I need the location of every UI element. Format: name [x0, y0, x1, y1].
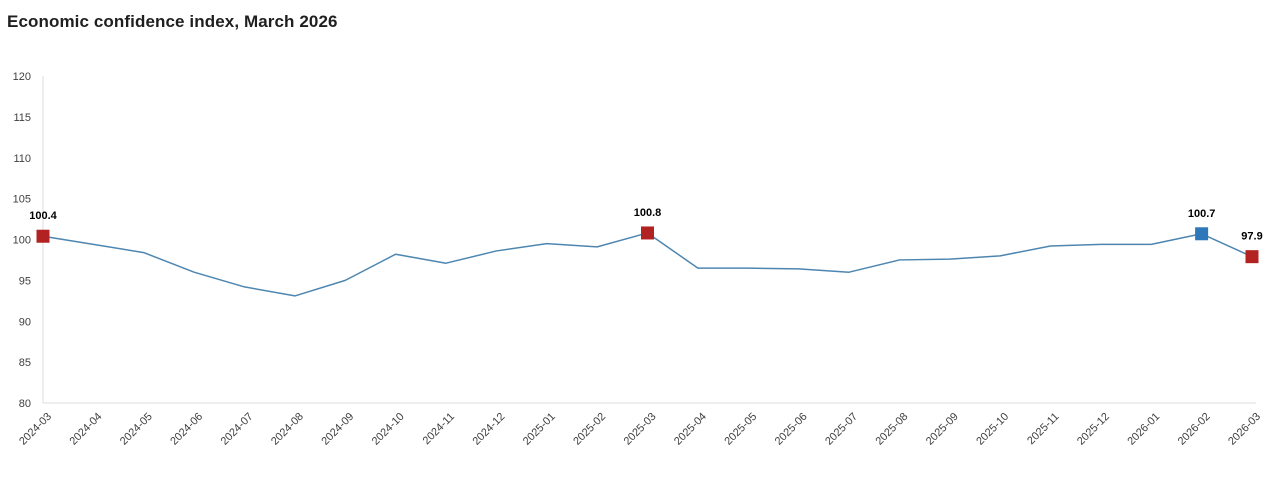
confidence-index-line — [42, 232, 1253, 297]
x-tick-label: 2026-03 — [1226, 411, 1263, 448]
x-tick-label: 2024-06 — [168, 411, 205, 448]
y-tick-label: 110 — [13, 153, 31, 165]
x-tick-label: 2025-04 — [672, 411, 709, 448]
x-tick-label: 2024-05 — [118, 411, 155, 448]
data-point-marker-2026-03[interactable] — [1245, 250, 1259, 264]
x-tick-label: 2025-10 — [974, 411, 1011, 448]
data-point-marker-2026-02[interactable] — [1195, 227, 1209, 241]
y-tick-label: 115 — [13, 112, 31, 124]
y-tick-label: 105 — [13, 194, 31, 206]
x-tick-label: 2026-01 — [1125, 411, 1162, 448]
y-tick-label: 85 — [19, 357, 31, 369]
x-tick-label: 2026-02 — [1176, 411, 1213, 448]
x-tick-label: 2024-04 — [67, 411, 104, 448]
x-tick-label: 2025-12 — [1075, 411, 1112, 448]
y-tick-label: 90 — [19, 316, 31, 328]
x-tick-label: 2025-08 — [873, 411, 910, 448]
data-point-label: 100.8 — [634, 207, 662, 219]
chart-title: Economic confidence index, March 2026 — [7, 12, 338, 31]
data-point-label: 97.9 — [1241, 231, 1262, 243]
line-chart: 80 85 90 95 100 105 110 115 120 2024-03 2024-04 202… — [13, 71, 1263, 448]
data-point-label: 100.7 — [1188, 208, 1216, 220]
x-tick-label: 2024-11 — [421, 411, 457, 447]
x-tick-label: 2024-10 — [370, 411, 407, 448]
x-tick-label: 2025-01 — [521, 411, 558, 448]
data-point-marker-2024-03[interactable] — [36, 229, 50, 243]
x-tick-label: 2025-09 — [924, 411, 961, 448]
x-tick-label: 2024-08 — [269, 411, 306, 448]
y-tick-label: 120 — [13, 71, 31, 83]
x-tick-label: 2025-11 — [1025, 411, 1061, 447]
data-point-marker-2025-03[interactable] — [641, 226, 654, 240]
x-tick-label: 2024-12 — [470, 411, 507, 448]
y-tick-label: 80 — [19, 398, 31, 410]
y-tick-label: 100 — [13, 235, 31, 247]
x-tick-label: 2025-06 — [773, 411, 810, 448]
x-tick-label: 2025-03 — [622, 411, 659, 448]
x-tick-label: 2024-07 — [219, 411, 256, 448]
data-point-label: 100.4 — [29, 210, 57, 222]
x-tick-label: 2024-09 — [319, 411, 356, 448]
x-tick-label: 2025-02 — [571, 411, 608, 448]
x-tick-label: 2025-05 — [722, 411, 759, 448]
x-tick-label: 2025-07 — [823, 411, 860, 448]
x-tick-label: 2024-03 — [17, 411, 54, 448]
y-tick-label: 95 — [19, 275, 31, 287]
